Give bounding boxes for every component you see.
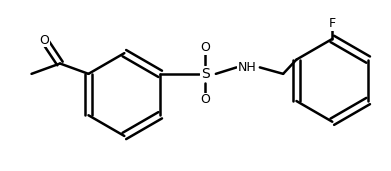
- Text: S: S: [201, 67, 210, 81]
- Text: O: O: [39, 34, 49, 47]
- Text: NH: NH: [237, 61, 256, 74]
- Text: O: O: [201, 93, 210, 106]
- Text: F: F: [329, 17, 336, 30]
- Text: O: O: [201, 42, 210, 55]
